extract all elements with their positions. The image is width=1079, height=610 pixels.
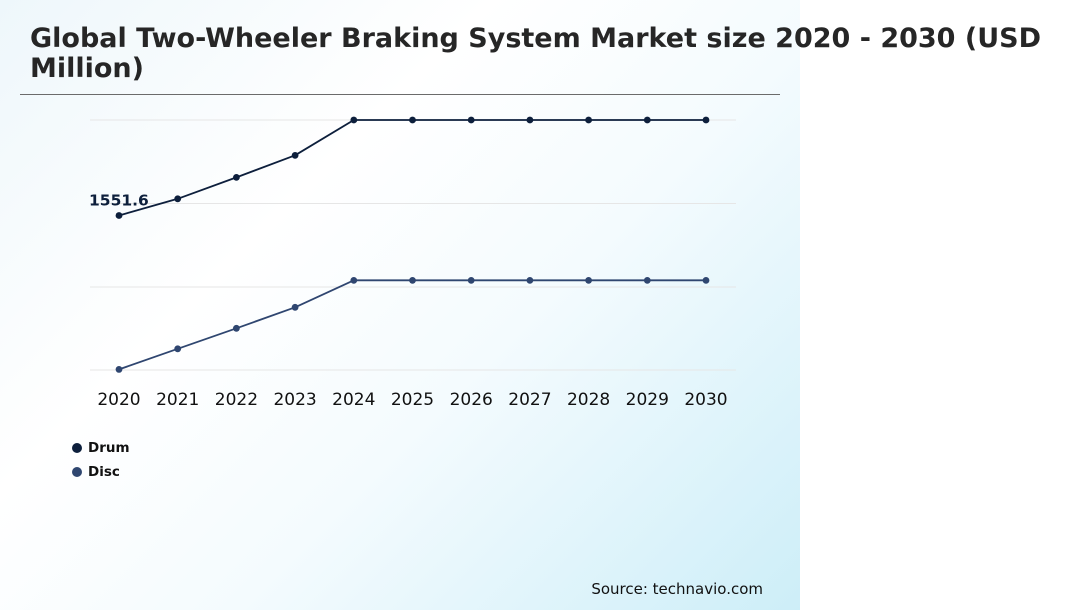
x-tick-label-2028: 2028: [567, 390, 610, 410]
data-point-disc-2021: [174, 345, 182, 353]
annotations: 1551.6: [89, 191, 149, 209]
series-line-drum: [118, 119, 706, 217]
data-point-disc-2028: [585, 276, 592, 284]
legend-marker-disc: [72, 467, 82, 477]
data-point-disc-2023: [291, 303, 299, 311]
x-tick-label-2026: 2026: [450, 390, 493, 410]
data-point-drum-2022: [233, 173, 240, 181]
data-point-disc-2025: [409, 276, 416, 284]
x-tick-label-2024: 2024: [332, 390, 375, 410]
data-point-drum-2020: [115, 212, 123, 219]
x-tick-label-2027: 2027: [508, 390, 551, 410]
data-point-drum-2025: [409, 116, 416, 124]
x-tick-label-2020: 2020: [97, 390, 140, 410]
legend-marker-drum: [72, 443, 82, 453]
data-point-disc-2026: [467, 276, 475, 284]
chart-title: Global Two-Wheeler Braking System Market…: [30, 23, 1041, 84]
series-disc: [115, 276, 710, 373]
source-note: Source: technavio.com: [591, 580, 763, 598]
data-point-drum-2030: [702, 116, 710, 124]
data-point-drum-2027: [526, 116, 534, 124]
x-tick-label-2023: 2023: [273, 390, 316, 410]
data-point-disc-2024: [350, 276, 358, 284]
legend: Drum Disc: [72, 436, 130, 484]
series-drum: [115, 116, 710, 219]
series-group: [115, 116, 710, 373]
data-point-drum-2021: [174, 195, 182, 203]
x-tick-label-2021: 2021: [156, 390, 199, 410]
data-point-drum-2024: [350, 116, 358, 124]
chart-panel: [0, 0, 800, 610]
legend-label-disc: Disc: [88, 464, 120, 480]
title-divider: [20, 94, 780, 95]
x-tick-label-2029: 2029: [626, 390, 669, 410]
legend-label-drum: Drum: [88, 440, 130, 456]
x-axis-ticks: 2020 2021 2022 2023 2024 2025 2026 2027 2028 2029…: [97, 390, 727, 410]
data-point-disc-2029: [643, 276, 651, 284]
legend-item-drum: Drum: [72, 436, 130, 460]
data-point-drum-2023: [291, 151, 299, 159]
legend-item-disc: Disc: [72, 460, 130, 484]
x-tick-label-2025: 2025: [391, 390, 434, 410]
data-point-disc-2027: [526, 276, 534, 284]
data-point-disc-2020: [115, 366, 123, 373]
x-tick-label-2022: 2022: [215, 390, 258, 410]
data-point-drum-2028: [585, 116, 592, 124]
data-point-drum-2029: [643, 116, 651, 124]
line-chart: 2020 2021 2022 2023 2024 2025 2026 2027 2028 2029…: [89, 116, 736, 410]
data-point-drum-2026: [467, 116, 475, 124]
data-label-drum-2020: 1551.6: [89, 191, 149, 209]
data-point-disc-2030: [702, 276, 710, 284]
data-point-disc-2022: [233, 324, 240, 332]
x-tick-label-2030: 2030: [684, 390, 727, 410]
gridlines: [90, 119, 736, 371]
series-line-disc: [118, 279, 706, 371]
